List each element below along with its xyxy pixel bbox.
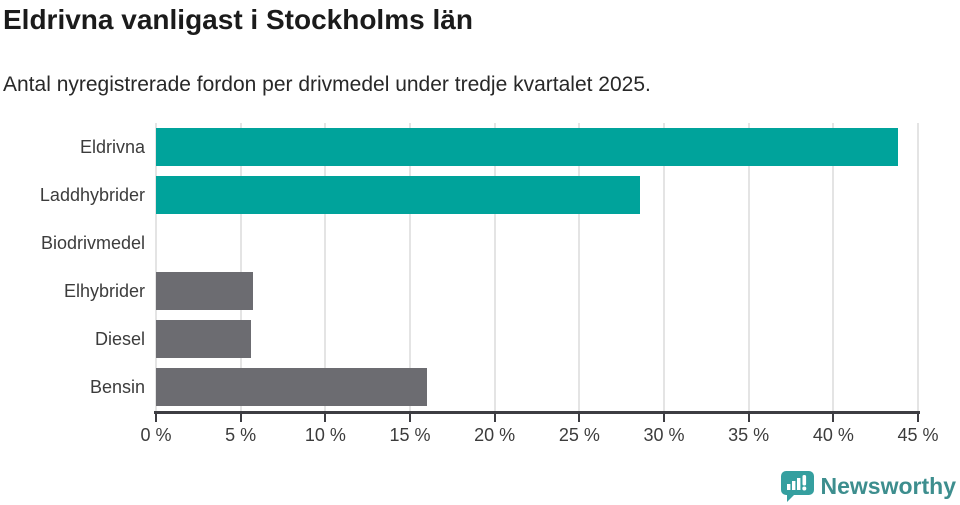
x-tick-0 [155,411,157,422]
bar-diesel [156,320,251,358]
gridline-10 [324,123,327,411]
newsworthy-chart-bubble-icon [780,471,814,502]
x-tick-35 [747,411,750,422]
gridline-40 [832,123,835,411]
chart-subtitle: Antal nyregistrerade fordon per drivmede… [3,73,651,96]
bar-laddhybrider [156,176,641,214]
x-tick-label-40: 40 % [812,425,854,445]
category-label-eldrivna: Eldrivna [79,137,145,157]
category-axis: Eldrivna Laddhybrider Biodrivmedel Elhybrid… [0,123,145,411]
x-tick-25 [578,411,581,422]
gridline-30 [663,123,665,411]
gridline-20 [493,123,496,411]
x-tick-40 [832,411,835,422]
category-label-biodrivmedel: Biodrivmedel [40,233,145,253]
newsworthy-logo-text: Newsworthy [820,473,956,499]
x-tick-label-15: 15 % [389,425,431,445]
category-label-bensin: Bensin [89,377,145,397]
gridline-15 [409,123,411,411]
x-tick-45 [917,411,919,422]
gridline-0 [155,123,157,411]
x-tick-label-20: 20 % [474,425,516,445]
x-tick-label-30: 30 % [643,425,685,445]
x-tick-label-5: 5 % [225,425,257,445]
x-axis-line [154,411,920,414]
plot-area [155,123,919,411]
x-tick-5 [239,411,242,422]
gridline-35 [747,123,750,411]
x-tick-15 [409,411,411,422]
gridline-5 [239,123,242,411]
gridline-25 [578,123,581,411]
x-tick-10 [324,411,327,422]
x-tick-label-10: 10 % [304,425,346,445]
x-tick-label-0: 0 % [140,425,172,445]
x-tick-label-45: 45 % [897,425,939,445]
category-label-diesel: Diesel [94,329,145,349]
bar-eldrivna [156,128,898,166]
x-tick-20 [493,411,496,422]
category-label-laddhybrider: Laddhybrider [39,185,145,205]
x-tick-label-35: 35 % [728,425,770,445]
x-tick-30 [663,411,665,422]
newsworthy-logo: Newsworthy [780,471,956,502]
x-tick-label-25: 25 % [558,425,600,445]
value-axis: 0 % 5 % 10 % 15 % 20 % 25 % 30 % 35 % 40 % 45 % [140,411,939,459]
category-label-elhybrider: Elhybrider [63,281,145,301]
chart-title: Eldrivna vanligast i Stockholms län [3,4,473,35]
bar-bensin [156,368,427,406]
gridline-45 [917,123,919,411]
bar-elhybrider [156,272,253,310]
